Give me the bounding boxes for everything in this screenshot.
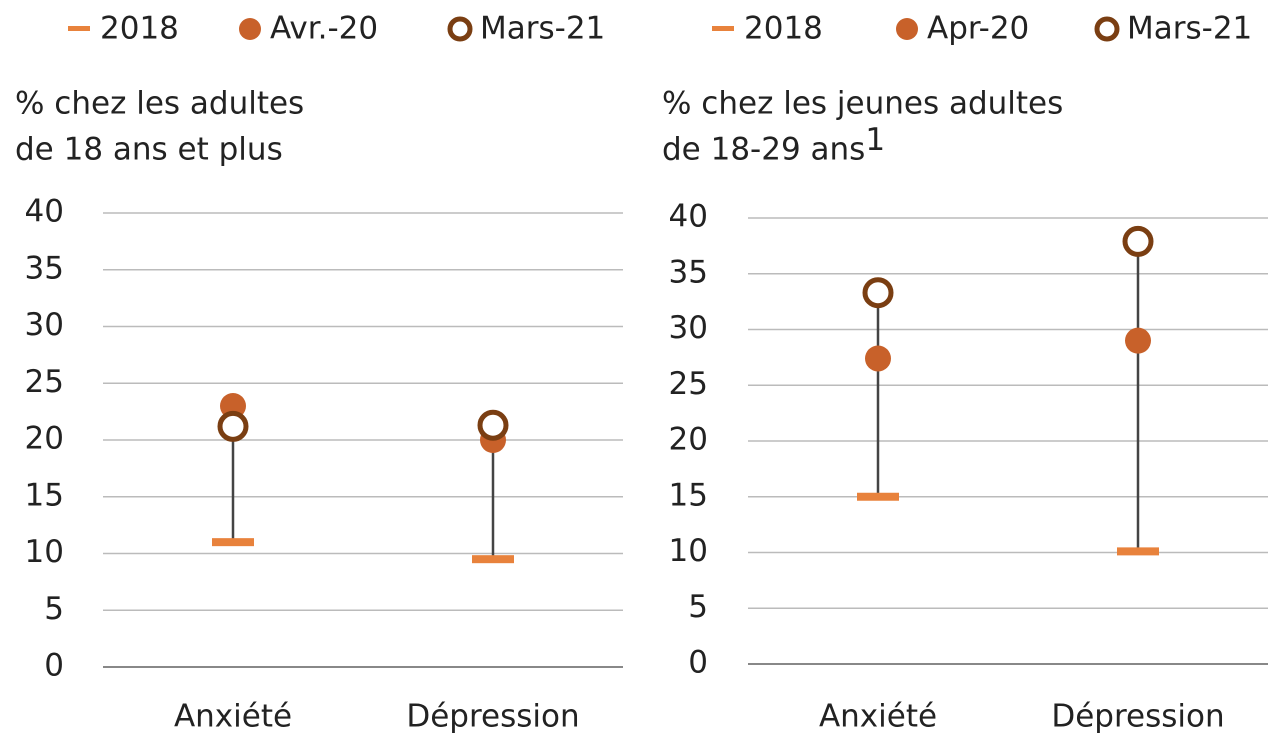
y-tick-label: 40 <box>25 194 64 230</box>
legend-swatch <box>447 16 473 42</box>
dot-filled <box>1125 327 1151 354</box>
legend-label: 2018 <box>744 11 823 47</box>
x-tick-label: Anxiété <box>819 699 937 735</box>
y-tick-label: 0 <box>688 645 708 681</box>
y-tick-label: 40 <box>669 199 708 235</box>
footnote-marker: 1 <box>865 122 885 158</box>
y-tick-label: 15 <box>25 477 64 513</box>
y-tick-label: 25 <box>669 366 708 402</box>
legend-swatch <box>68 26 90 31</box>
y-tick-label: 35 <box>25 250 64 286</box>
y-tick-label: 10 <box>669 533 708 569</box>
y-tick-label: 0 <box>44 648 64 684</box>
x-tick-label: Anxiété <box>174 699 292 735</box>
legend-label: Mars-21 <box>480 11 605 47</box>
x-tick-label: Dépression <box>406 699 579 735</box>
dot-dash <box>472 555 514 564</box>
dot-hollow <box>217 410 249 442</box>
dot-hollow <box>1122 225 1154 257</box>
y-tick-label: 20 <box>25 421 64 457</box>
y-tick-label: 25 <box>25 364 64 400</box>
legend-label: Mars-21 <box>1127 11 1252 47</box>
y-tick-label: 5 <box>44 591 64 627</box>
legend-swatch <box>1094 16 1120 42</box>
y-tick-label: 5 <box>688 589 708 625</box>
dot-filled <box>865 345 891 372</box>
legend-swatch <box>239 18 261 40</box>
dot-dash <box>212 538 254 547</box>
x-tick-label: Dépression <box>1051 699 1224 735</box>
y-tick-label: 35 <box>669 254 708 290</box>
legend-label: Avr.-20 <box>270 11 378 47</box>
legend-swatch <box>712 26 734 31</box>
subtitle: de 18 ans et plus <box>15 132 283 168</box>
y-tick-label: 30 <box>669 310 708 346</box>
y-tick-label: 30 <box>25 307 64 343</box>
y-tick-label: 10 <box>25 534 64 570</box>
dot-dash <box>857 492 899 501</box>
legend-label: Apr-20 <box>927 11 1029 47</box>
y-tick-label: 15 <box>669 477 708 513</box>
subtitle: % chez les adultes <box>15 86 304 122</box>
subtitle: % chez les jeunes adultes <box>662 86 1063 122</box>
legend-swatch <box>896 18 918 40</box>
y-tick-label: 20 <box>669 422 708 458</box>
subtitle: de 18-29 ans1 <box>662 122 885 168</box>
dot-hollow <box>862 277 894 309</box>
legend-label: 2018 <box>100 11 179 47</box>
dot-dash <box>1117 547 1159 556</box>
dot-hollow <box>477 409 509 441</box>
